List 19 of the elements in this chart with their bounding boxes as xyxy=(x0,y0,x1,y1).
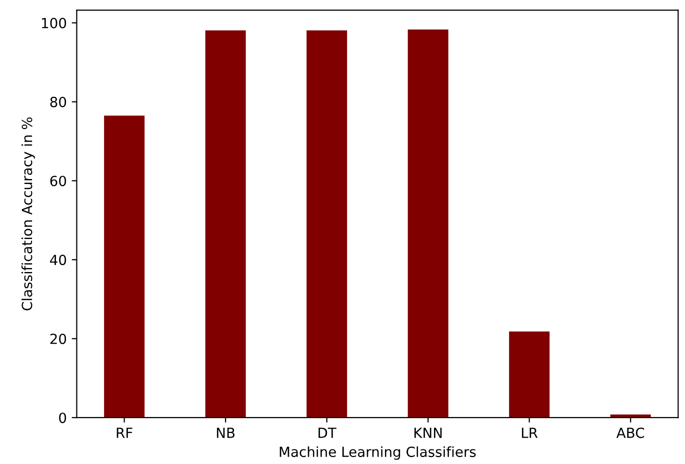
bar xyxy=(408,30,448,418)
y-tick-label: 0 xyxy=(59,412,66,424)
y-tick-label: 100 xyxy=(42,18,66,28)
y-tick-label: 60 xyxy=(50,176,66,186)
y-tick-label: 40 xyxy=(50,254,66,266)
y-tick-label: 20 xyxy=(50,334,66,344)
x-tick-label: NB xyxy=(216,428,235,438)
x-axis-title: Machine Learning Classifiers xyxy=(280,446,476,460)
y-tick-label: 80 xyxy=(50,96,66,108)
y-axis-title: Classification Accuracy in % xyxy=(21,117,35,310)
x-tick-label: LR xyxy=(522,428,538,438)
bar xyxy=(509,332,550,418)
x-tick-label: RF xyxy=(116,428,132,438)
bar xyxy=(205,30,246,418)
bar xyxy=(104,116,145,418)
bar xyxy=(306,30,348,418)
x-tick-label: KNN xyxy=(414,428,442,438)
x-tick-label: DT xyxy=(318,428,336,438)
x-tick-label: ABC xyxy=(616,428,644,438)
